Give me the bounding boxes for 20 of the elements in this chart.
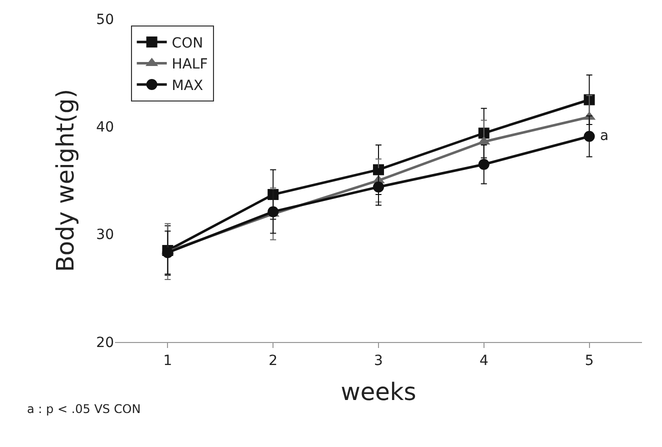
y-tick-label: 40 (96, 120, 114, 136)
annotation: a (600, 128, 609, 144)
y-tick-label: 50 (96, 12, 114, 28)
x-tick-label: 1 (163, 352, 172, 369)
point (373, 181, 384, 192)
point (162, 247, 174, 258)
x-tick-label: 3 (374, 352, 383, 369)
y-axis-title: Body weight(g) (51, 88, 80, 272)
legend-label: HALF (172, 56, 208, 73)
x-tick-label: 2 (268, 352, 278, 369)
point (584, 130, 595, 142)
x-axis-title: weeks (340, 378, 416, 406)
x-tick-label: 4 (479, 352, 488, 369)
x-tick-label: 5 (584, 352, 594, 369)
legend-label: CON (172, 36, 204, 52)
y-tick-label: 20 (96, 334, 114, 351)
text: a : p < .05 VS CON (27, 402, 141, 416)
point (478, 158, 490, 170)
y-tick-label: 30 (96, 227, 114, 244)
legend-label: MAX (172, 78, 204, 94)
